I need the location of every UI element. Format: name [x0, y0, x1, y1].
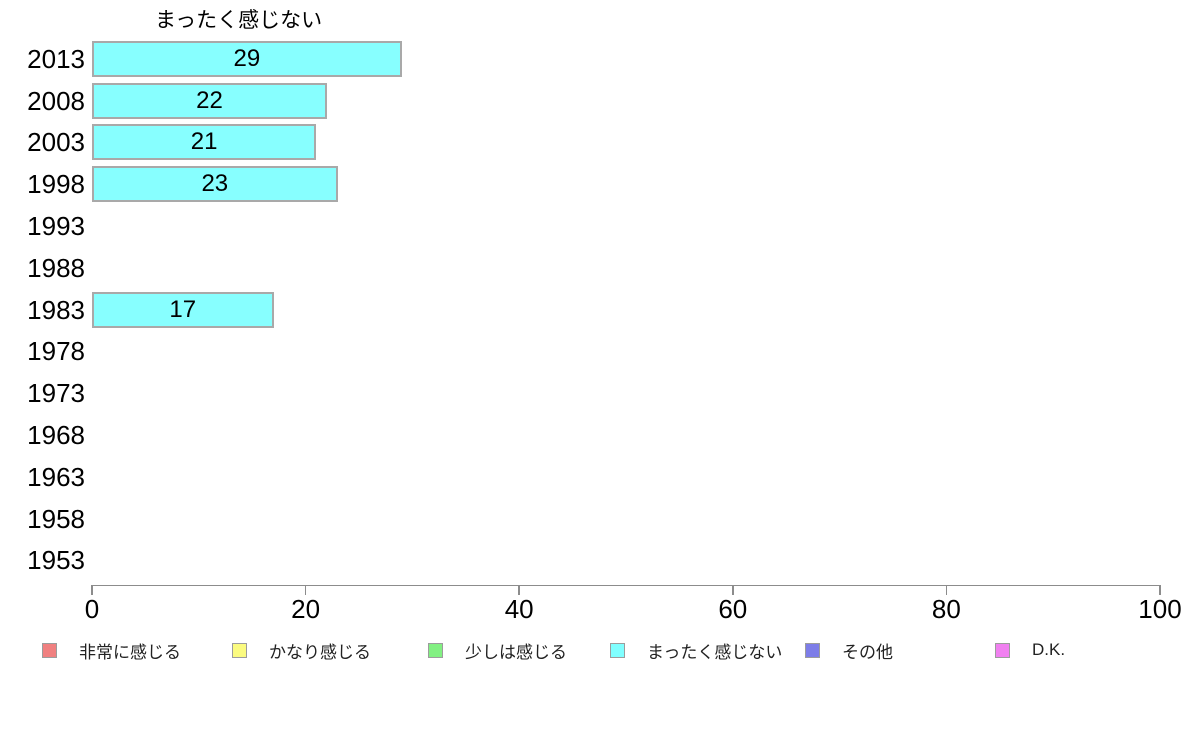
year-label: 1983: [27, 294, 85, 325]
chart-row: 1983 17: [0, 289, 1188, 331]
legend-label: まったく感じない: [647, 642, 783, 662]
legend-label: D.K.: [1032, 640, 1066, 659]
legend-label: 少しは感じる: [465, 642, 567, 662]
year-label: 1963: [27, 461, 85, 492]
x-axis-tick: [518, 585, 520, 595]
chart-row: 1953: [0, 540, 1188, 582]
chart-row: 1993: [0, 205, 1188, 247]
x-axis-tick-label: 0: [84, 594, 100, 624]
legend: 非常に感じる かなり感じる 少しは感じる まったく感じない その他 D.K.: [0, 637, 1188, 663]
bar-value-label: 21: [190, 128, 218, 156]
legend-label: 非常に感じる: [79, 642, 181, 662]
bar-value-label: 29: [233, 44, 261, 72]
legend-swatch: [232, 642, 247, 658]
bar: 21: [92, 124, 317, 161]
year-label: 1958: [27, 503, 85, 534]
year-label: 1993: [27, 211, 85, 242]
legend-label: その他: [842, 642, 893, 662]
chart-row: 1973: [0, 372, 1188, 414]
year-label: 1968: [27, 420, 85, 451]
bar-value-label: 17: [169, 295, 197, 323]
x-axis-tick: [732, 585, 734, 595]
legend-item: 非常に感じる: [42, 637, 181, 663]
year-label: 1953: [27, 545, 85, 576]
x-axis-line: [92, 585, 1161, 586]
legend-swatch: [42, 642, 57, 658]
year-label: 1998: [27, 169, 85, 200]
legend-item: D.K.: [995, 637, 1065, 663]
legend-label: かなり感じる: [269, 642, 371, 662]
legend-swatch: [428, 642, 443, 658]
legend-item: その他: [805, 637, 893, 663]
chart-row: 1963: [0, 456, 1188, 498]
x-axis-tick-label: 80: [931, 594, 961, 624]
year-label: 1978: [27, 336, 85, 367]
chart-row: 1958: [0, 498, 1188, 540]
x-axis-tick-label: 60: [718, 594, 748, 624]
legend-swatch: [995, 642, 1010, 658]
bar: 17: [92, 291, 274, 328]
bar-rows: 2013 29 2008 22 2003 21 1998 23 1993 1988 1983 17 19…: [0, 38, 1188, 581]
legend-swatch: [610, 642, 625, 658]
bar: 29: [92, 40, 402, 77]
x-axis-tick: [1159, 585, 1161, 595]
year-label: 2003: [27, 127, 85, 158]
x-axis-tick-label: 100: [1138, 594, 1182, 624]
chart-row: 2013 29: [0, 38, 1188, 80]
bar-value-label: 22: [196, 86, 223, 114]
x-axis-tick: [945, 585, 948, 595]
year-label: 1973: [27, 378, 85, 409]
bar-value-label: 23: [201, 170, 229, 198]
year-label: 1988: [27, 252, 85, 283]
x-axis-tick-label: 20: [291, 594, 321, 624]
bar: 23: [92, 166, 338, 203]
chart-row: 2003 21: [0, 122, 1188, 164]
x-axis-tick-label: 40: [504, 594, 534, 624]
year-label: 2013: [27, 43, 85, 74]
legend-item: 少しは感じる: [428, 637, 567, 663]
chart-row: 1968: [0, 414, 1188, 456]
x-axis-tick: [91, 585, 93, 595]
legend-item: まったく感じない: [610, 637, 782, 663]
year-label: 2008: [27, 85, 85, 116]
legend-swatch: [805, 642, 820, 658]
legend-item: かなり感じる: [232, 637, 371, 663]
chart-row: 1978: [0, 331, 1188, 373]
chart-title: まったく感じない: [155, 9, 323, 32]
x-axis-tick: [304, 585, 307, 595]
chart-row: 1998 23: [0, 163, 1188, 205]
chart-row: 2008 22: [0, 80, 1188, 122]
bar: 22: [92, 82, 327, 119]
chart-row: 1988: [0, 247, 1188, 289]
